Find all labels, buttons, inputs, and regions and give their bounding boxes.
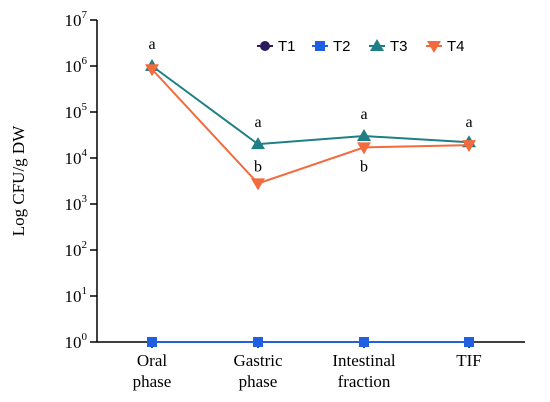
series-layer	[145, 59, 476, 347]
legend-item-t1: T1	[257, 38, 296, 55]
data-point	[251, 178, 265, 191]
data-point	[462, 140, 476, 153]
x-tick-label: TIF	[456, 351, 482, 370]
annotations: a a b a b a	[148, 36, 472, 176]
y-axis: 100 101 102 103 104 105 106 107	[65, 9, 98, 352]
significance-letter: a	[148, 36, 155, 53]
y-tick-label: 105	[65, 101, 88, 122]
data-point	[359, 337, 369, 347]
series-t2	[147, 337, 474, 347]
y-tick-label: 107	[65, 9, 88, 30]
y-tick-label: 106	[65, 55, 88, 76]
legend-marker	[315, 41, 325, 51]
x-ticks: Oral phase Gastric phase Intestinal fraction T…	[133, 342, 482, 391]
x-tick-label: Oral phase	[133, 351, 172, 391]
data-point	[464, 337, 474, 347]
y-ticks: 100 101 102 103 104 105 106 107	[65, 9, 97, 352]
y-tick-label: 104	[65, 147, 88, 168]
y-tick-label: 102	[65, 239, 88, 260]
x-tick-label: Intestinal fraction	[332, 351, 396, 391]
y-axis-title: Log CFU/g DW	[9, 125, 28, 236]
legend-label: T3	[390, 38, 408, 55]
data-point	[251, 137, 265, 150]
significance-letter: a	[254, 114, 261, 131]
significance-letter: b	[360, 159, 368, 176]
legend-marker	[260, 41, 270, 51]
legend-marker	[427, 41, 441, 53]
x-axis: Oral phase Gastric phase Intestinal fraction T…	[97, 341, 525, 391]
legend-item-t2: T2	[312, 38, 351, 55]
significance-letter: a	[465, 114, 472, 131]
data-point	[253, 337, 263, 347]
x-tick-label: Gastric phase	[233, 351, 283, 391]
data-point	[145, 64, 159, 77]
data-point	[357, 129, 371, 142]
legend-label: T2	[333, 38, 351, 55]
legend-marker	[370, 39, 384, 51]
data-point	[147, 337, 157, 347]
data-point	[357, 142, 371, 155]
y-tick-label: 101	[65, 285, 88, 306]
legend-label: T1	[278, 38, 296, 55]
y-tick-label: 100	[65, 331, 88, 352]
significance-letter: a	[360, 106, 367, 123]
legend: T1 T2 T3 T4	[257, 38, 465, 55]
legend-item-t4: T4	[426, 38, 465, 55]
series-line	[151, 68, 470, 185]
legend-item-t3: T3	[369, 38, 408, 55]
series-t3	[145, 59, 476, 150]
significance-letter: b	[254, 159, 262, 176]
series-t4	[145, 64, 476, 191]
legend-label: T4	[447, 38, 465, 55]
series-line	[151, 65, 470, 146]
y-tick-label: 103	[65, 193, 88, 214]
